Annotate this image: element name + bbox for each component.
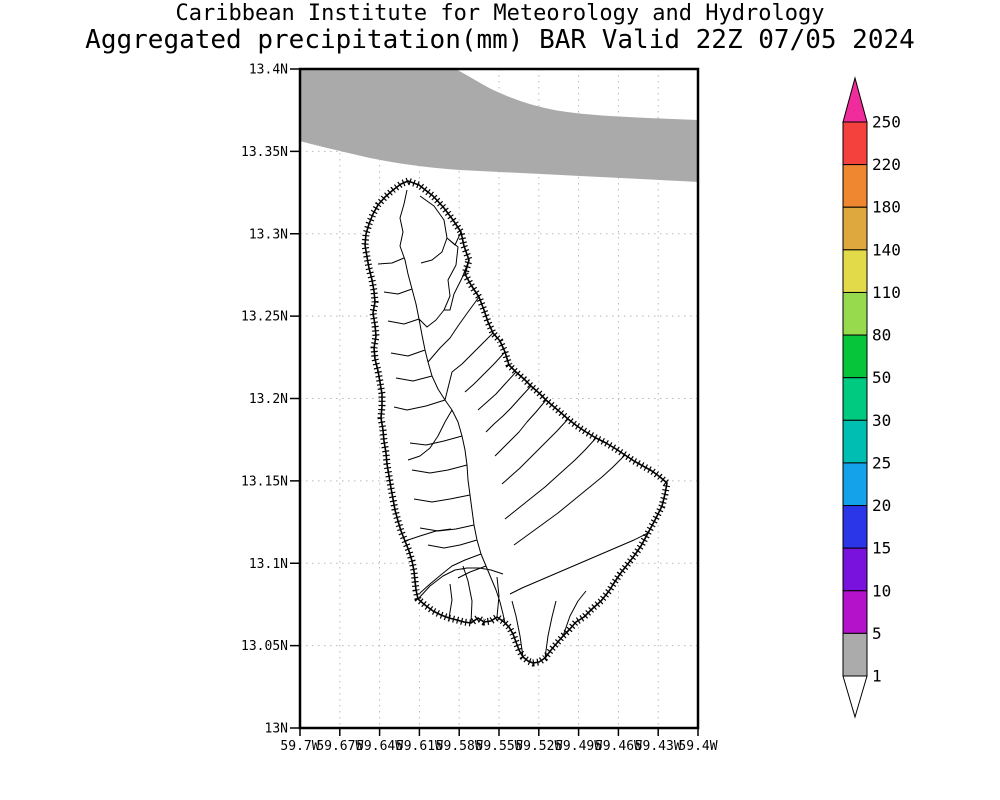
lat-tick-label: 13.05N bbox=[241, 639, 288, 654]
lat-tick-label: 13.3N bbox=[249, 227, 288, 242]
lon-tick-label: 59.55W bbox=[476, 739, 523, 754]
colorbar-segment bbox=[842, 505, 868, 549]
axis-labels: 13.4N 13.35N 13.3N 13.25N 13.2N 13.15N 13.1N 13… bbox=[241, 63, 718, 755]
lon-tick-label: 59.52W bbox=[515, 739, 562, 754]
lat-tick-label: 13N bbox=[265, 722, 288, 737]
colorbar-segment bbox=[842, 419, 868, 464]
barbados-island bbox=[361, 177, 671, 667]
lat-tick-label: 13.1N bbox=[249, 557, 288, 572]
lon-tick-label: 59.49W bbox=[555, 739, 602, 754]
colorbar-over-max-arrow bbox=[842, 76, 868, 123]
island-landmass bbox=[365, 181, 667, 663]
colorbar-label: 80 bbox=[872, 326, 891, 345]
lon-tick-label: 59.4W bbox=[678, 739, 717, 754]
title-line-2: Aggregated precipitation(mm) BAR Valid 2… bbox=[85, 24, 915, 55]
title-line-1: Caribbean Institute for Meteorology and … bbox=[175, 1, 825, 26]
precipitation-colorbar: 250 220 180 140 110 80 50 30 25 20 15 10 5 1 bbox=[842, 76, 901, 719]
colorbar-label: 25 bbox=[872, 453, 891, 472]
colorbar-segment bbox=[842, 164, 868, 208]
lon-tick-label: 59.67W bbox=[316, 739, 363, 754]
colorbar-label: 250 bbox=[872, 113, 901, 132]
lon-tick-label: 59.61W bbox=[396, 739, 443, 754]
lat-tick-label: 13.2N bbox=[249, 392, 288, 407]
lat-tick-label: 13.35N bbox=[241, 145, 288, 160]
lon-tick-label: 59.46W bbox=[595, 739, 642, 754]
lon-tick-label: 59.64W bbox=[356, 739, 403, 754]
colorbar-label: 220 bbox=[872, 155, 901, 174]
lon-tick-label: 59.43W bbox=[635, 739, 682, 754]
colorbar-segment bbox=[842, 334, 868, 379]
colorbar-segment bbox=[842, 462, 868, 507]
colorbar-segment bbox=[842, 632, 868, 677]
lat-tick-label: 13.25N bbox=[241, 310, 288, 325]
figure-titles: Caribbean Institute for Meteorology and … bbox=[0, 2, 1000, 54]
colorbar-segment bbox=[842, 249, 868, 293]
colorbar-segment bbox=[842, 590, 868, 634]
colorbar-label: 180 bbox=[872, 198, 901, 217]
colorbar-label: 5 bbox=[872, 624, 882, 643]
colorbar-segment bbox=[842, 291, 868, 336]
colorbar-segment bbox=[842, 377, 868, 421]
colorbar-label: 15 bbox=[872, 539, 891, 558]
watershed-boundaries bbox=[377, 189, 649, 659]
colorbar-label: 50 bbox=[872, 368, 891, 387]
colorbar-segment bbox=[842, 206, 868, 251]
axis-ticks bbox=[290, 68, 699, 736]
colorbar-label: 30 bbox=[872, 411, 891, 430]
lon-tick-label: 59.7W bbox=[280, 739, 319, 754]
colorbar-label: 1 bbox=[872, 667, 882, 686]
lon-tick-label: 59.58W bbox=[436, 739, 483, 754]
colorbar-segment bbox=[842, 121, 868, 166]
colorbar-segment bbox=[842, 547, 868, 592]
colorbar-under-min-arrow bbox=[842, 675, 868, 719]
island-coastline bbox=[364, 180, 668, 664]
colorbar-label: 110 bbox=[872, 283, 901, 302]
lat-tick-label: 13.4N bbox=[249, 63, 288, 78]
colorbar-label: 10 bbox=[872, 581, 891, 600]
colorbar-label: 140 bbox=[872, 240, 901, 259]
precip-shaded-band bbox=[300, 69, 698, 182]
colorbar-label: 20 bbox=[872, 496, 891, 515]
lat-tick-label: 13.15N bbox=[241, 474, 288, 489]
